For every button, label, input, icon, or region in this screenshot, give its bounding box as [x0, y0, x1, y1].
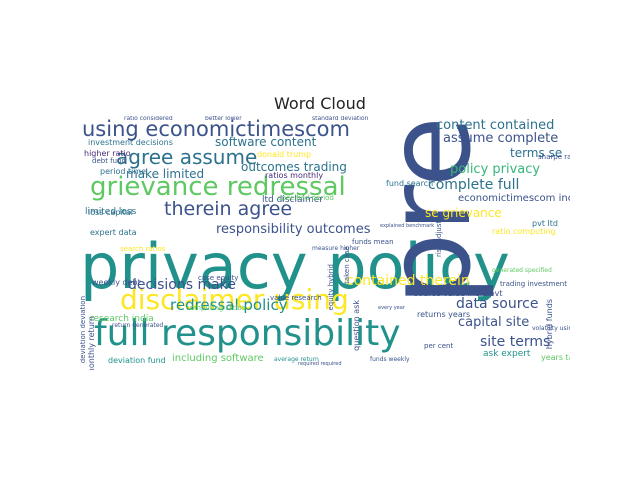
cloud-word: capital site [458, 315, 530, 330]
cloud-word: measure higher [312, 245, 360, 252]
chart-title: Word Cloud [274, 94, 366, 113]
cloud-word: grievance redressal [90, 172, 346, 202]
cloud-word: debt fund [92, 157, 126, 165]
cloud-word: contained therein [346, 273, 470, 289]
cloud-word: returns years [417, 310, 471, 319]
cloud-word: fund search [386, 179, 434, 188]
cloud-word: expert data [90, 228, 137, 237]
cloud-word: search ratios [120, 245, 166, 253]
cloud-word: complete full [428, 177, 520, 193]
cloud-word: source value india pvt [414, 289, 503, 298]
cloud-word: deviation fund [108, 356, 166, 365]
cloud-word: full responsibility [94, 313, 401, 354]
cloud-word: agree assume [116, 145, 258, 169]
cloud-word: decisions make [128, 277, 236, 293]
cloud-word: explained benchmark [380, 223, 435, 229]
cloud-word: per cent [424, 342, 454, 350]
cloud-word: specified period [278, 194, 334, 202]
cloud-word: pvt ltd [532, 219, 558, 228]
cloud-word: value research [270, 294, 322, 302]
cloud-word: therein agree [164, 198, 293, 220]
cloud-word: years taken [541, 353, 570, 362]
cloud-word: research india [90, 314, 154, 324]
word-cloud-panel: privacy policy pre full responsibility disc… [80, 116, 570, 370]
cloud-word: funds mean [352, 238, 394, 246]
cloud-word: volatility using [532, 325, 570, 332]
cloud-word: limited loss [85, 207, 137, 217]
cloud-word: investment decisions [88, 138, 173, 147]
cloud-word: monthly return [87, 316, 96, 370]
cloud-word: using economictimescom [82, 117, 350, 141]
cloud-word: make limited [126, 167, 205, 181]
cloud-word: responsibility outcomes [216, 222, 371, 237]
cloud-word: average return [274, 356, 319, 363]
cloud-word: return generated [112, 322, 164, 329]
cloud-word: standard deviation [312, 116, 369, 122]
cloud-word: ask expert [483, 349, 531, 359]
cloud-word: software content [215, 135, 317, 149]
cloud-word: ratios monthly [265, 171, 324, 180]
cloud-word: equity hybrid [327, 264, 335, 311]
cloud-word: sharpe ratio [538, 153, 570, 161]
cloud-word: deviation deviation [80, 296, 87, 364]
cloud-word: required required [298, 361, 342, 367]
cloud-word: including software [172, 353, 264, 364]
cloud-word: outcomes trading [241, 160, 347, 174]
cloud-word: computing ratios [186, 304, 246, 312]
cloud-word: ratio computing [492, 227, 556, 236]
cloud-word: assume complete [443, 131, 559, 146]
cloud-word: terms se [510, 146, 563, 160]
cloud-word: policy privacy [450, 162, 541, 177]
cloud-word: site terms [480, 334, 551, 350]
cloud-word: economictimescom including [458, 193, 570, 204]
cloud-word: generated specified [492, 267, 552, 274]
cloud-word: se grievance [425, 206, 502, 220]
cloud-word: every year [378, 305, 405, 311]
cloud-word: weekly debt [92, 278, 141, 287]
cloud-word: disclaimer using [120, 283, 349, 316]
cloud-word: case equity [198, 274, 239, 282]
cloud-word: content contained [436, 118, 555, 133]
cloud-word: donald trump [257, 150, 312, 159]
cloud-word: redressal policy [170, 296, 288, 314]
cloud-word: ratio considered [124, 116, 173, 122]
cloud-word: higher ratio [84, 149, 131, 158]
cloud-word: loss capital [88, 208, 133, 217]
cloud-word: trading investment [500, 280, 567, 288]
cloud-word: ltd disclaimer [262, 195, 323, 205]
cloud-word: question ask [352, 300, 361, 351]
cloud-word: funds weekly [370, 356, 410, 363]
cloud-word: period time [100, 167, 147, 176]
cloud-word: risk adjusted [435, 212, 443, 258]
cloud-word: better lower [205, 116, 242, 122]
cloud-word: privacy policy [80, 230, 510, 303]
cloud-word: data source [456, 296, 539, 312]
